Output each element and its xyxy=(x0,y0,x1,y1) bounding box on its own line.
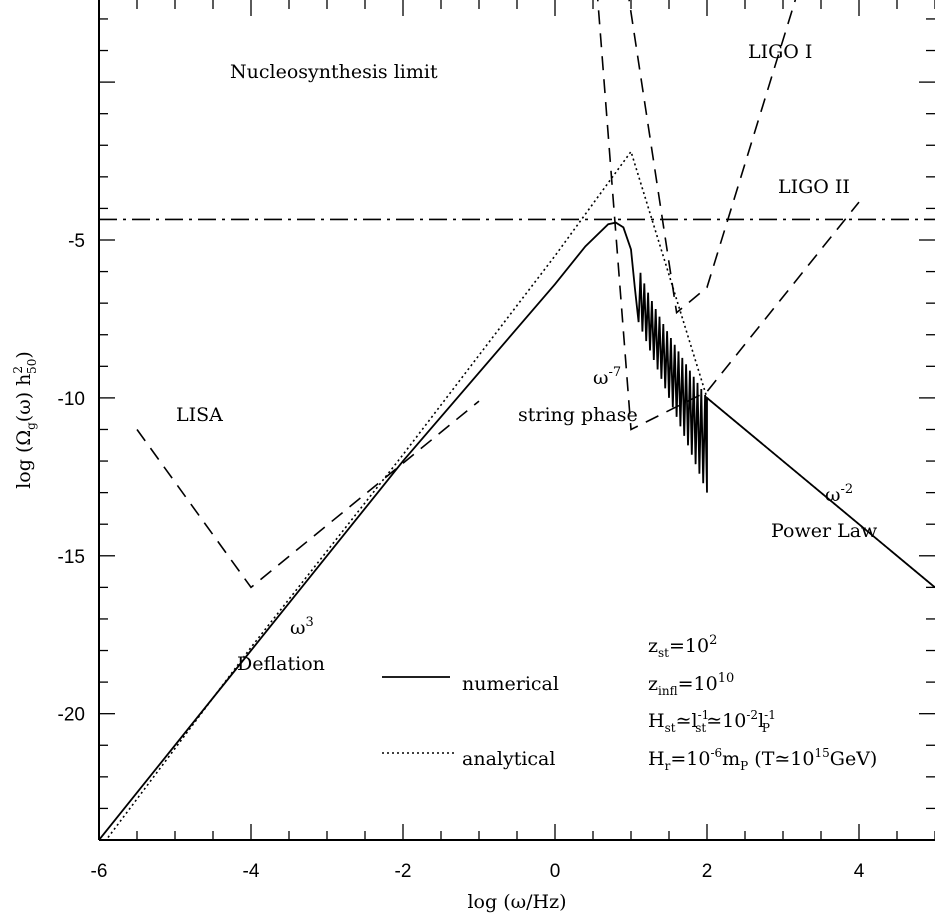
x-tick-label: -2 xyxy=(395,861,412,882)
y-axis-label: log (Ωg(ω) h250) xyxy=(11,351,39,489)
param-h-r: Hr=10-6mP (T≃1015GeV) xyxy=(648,746,877,773)
omega-minus-2-label: ω-2 xyxy=(825,482,853,506)
omega-3-label: ω3 xyxy=(290,615,314,639)
legend-label-numerical: numerical xyxy=(462,673,559,695)
power-law-label: Power Law xyxy=(771,520,878,542)
legend-label-analytical: analytical xyxy=(462,748,555,770)
ligo-2-label: LIGO II xyxy=(778,176,850,198)
omega-minus-7-label: ω-7 xyxy=(593,365,621,389)
x-tick-label: 2 xyxy=(702,861,713,882)
lisa-label: LISA xyxy=(176,404,223,426)
x-tick-label: -6 xyxy=(91,861,108,882)
nucleosynthesis-label: Nucleosynthesis limit xyxy=(230,61,438,83)
numerical-curve xyxy=(99,221,935,840)
y-tick-label: -20 xyxy=(58,705,85,726)
string-phase-label: string phase xyxy=(518,404,638,426)
param-h-st: Hst≃l-1 st≃10-2l-1 P xyxy=(648,708,776,735)
analytical-curve xyxy=(105,149,935,840)
ligo-2-sensitivity-curve xyxy=(596,0,860,431)
x-tick-label: 0 xyxy=(550,861,561,882)
y-tick-label: -5 xyxy=(68,231,85,252)
x-tick-label: -4 xyxy=(243,861,260,882)
axis-ticks xyxy=(98,0,935,841)
x-tick-label: 4 xyxy=(854,861,865,882)
param-z-st: zst=102 xyxy=(648,633,717,660)
ligo-1-sensitivity-curve xyxy=(628,0,797,315)
x-axis-label: log (ω/Hz) xyxy=(467,891,566,913)
deflation-label: Deflation xyxy=(237,653,325,675)
y-tick-label: -10 xyxy=(58,389,85,410)
legend: numerical analytical xyxy=(382,673,559,770)
y-tick-labels: -5 -10 -15 -20 xyxy=(58,231,85,726)
lisa-sensitivity-curve xyxy=(136,400,480,589)
plot-frame xyxy=(98,0,935,841)
ligo-1-label: LIGO I xyxy=(748,41,812,63)
x-tick-labels: -6 -4 -2 0 2 4 xyxy=(91,861,865,882)
parameter-block: zst=102 zinfl=1010 Hst≃l-1 st≃10-2l-1 P Hr… xyxy=(648,633,877,773)
param-z-infl: zinfl=1010 xyxy=(648,671,734,698)
y-tick-label: -15 xyxy=(58,547,85,568)
